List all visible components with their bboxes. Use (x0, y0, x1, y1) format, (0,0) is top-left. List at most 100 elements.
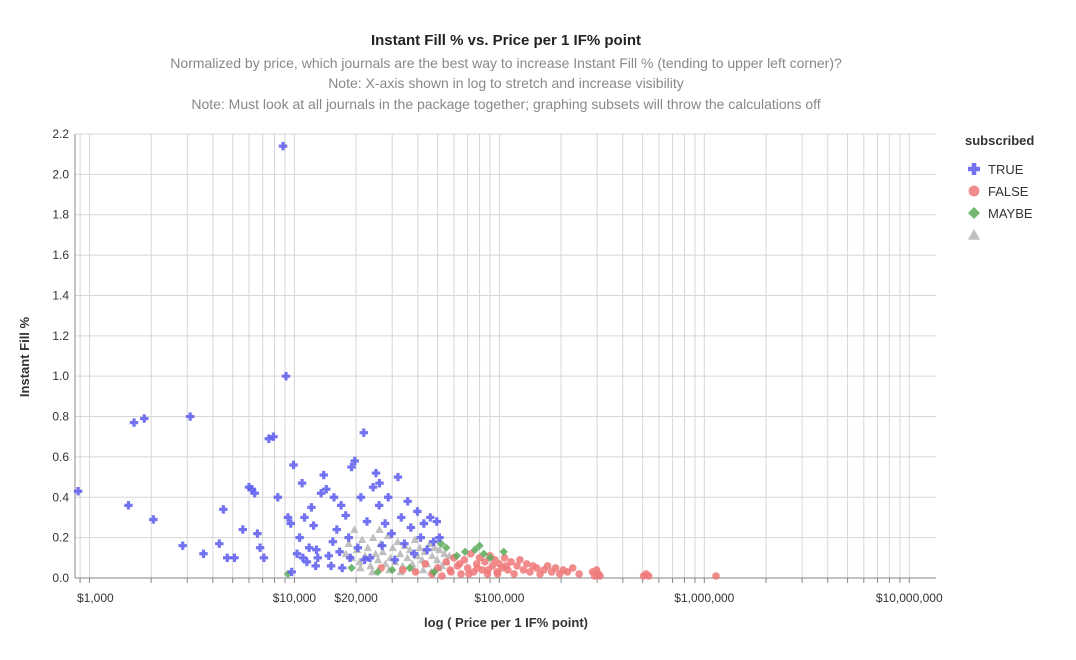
legend-label-true: TRUE (988, 162, 1024, 177)
x-tick-label: $1,000,000 (674, 591, 734, 605)
data-point-unlabeled (357, 535, 367, 544)
data-point-true (350, 456, 359, 466)
data-point-maybe (429, 567, 439, 577)
data-point-false (575, 570, 583, 578)
data-point-true (368, 482, 378, 492)
data-point-true (238, 525, 248, 534)
data-point-true (400, 539, 409, 548)
data-point-true (435, 533, 444, 542)
data-point-true (397, 513, 406, 522)
data-point-unlabeled (368, 533, 378, 541)
y-tick-label: 0.2 (52, 531, 69, 545)
x-tick-label: $10,000 (273, 591, 317, 605)
data-point-true (344, 533, 353, 542)
data-point-true (312, 545, 321, 554)
legend-marker-maybe (968, 207, 980, 219)
x-tick-label: $20,000 (334, 591, 378, 605)
data-point-true (353, 543, 363, 552)
data-point-true (223, 553, 232, 563)
y-tick-label: 1.0 (52, 369, 69, 383)
data-point-unlabeled (393, 537, 402, 546)
data-point-false (484, 566, 492, 574)
data-point-maybe (460, 547, 470, 556)
x-axis-label: log ( Price per 1 IF% point) (424, 615, 588, 630)
data-point-true (365, 553, 375, 563)
data-point-false (473, 564, 482, 572)
data-point-true (264, 434, 274, 443)
legend-label-false: FALSE (988, 184, 1029, 199)
data-point-true (178, 541, 187, 550)
data-point-false (510, 570, 518, 578)
data-point-true (292, 549, 302, 558)
data-point-false (493, 570, 502, 578)
data-point-unlabeled (341, 549, 350, 558)
data-point-true (328, 537, 338, 546)
data-point-false (513, 562, 521, 570)
data-point-true (387, 529, 396, 538)
data-point-unlabeled (435, 545, 444, 554)
legend: TRUE FALSE MAYBE (968, 162, 1033, 240)
chart-subtitle-3: Note: Must look at all journals in the p… (191, 96, 820, 112)
legend-marker-true (968, 163, 980, 175)
legend-marker-false (968, 185, 980, 197)
chart-subtitle-2: Note: X-axis shown in log to stretch and… (328, 75, 684, 91)
data-point-true (298, 553, 308, 563)
data-point-true (287, 567, 296, 577)
axis-layer: 0.0 0.2 0.4 0.6 0.8 1.0 1.2 1.4 1.6 1.8 2.0 2.2 $1,0… (52, 127, 943, 605)
data-point-true (329, 493, 339, 502)
y-tick-label: 0.6 (52, 450, 69, 464)
y-tick-label: 2.2 (52, 127, 69, 141)
data-point-unlabeled (373, 555, 383, 564)
data-point-maybe (485, 553, 495, 563)
data-point-true (124, 501, 133, 510)
data-point-false (563, 568, 572, 576)
y-tick-label: 1.4 (52, 288, 69, 302)
data-point-maybe (405, 563, 414, 573)
x-tick-label: $100,000 (474, 591, 524, 605)
data-point-unlabeled (405, 545, 415, 554)
data-point-false (532, 564, 541, 572)
y-axis-label: Instant Fill % (17, 316, 32, 397)
y-tick-label: 0.8 (52, 410, 69, 424)
data-point-false (447, 568, 455, 576)
data-point-true (313, 553, 322, 563)
data-point-false (457, 570, 465, 578)
data-point-false (411, 568, 420, 576)
data-point-unlabeled (440, 549, 449, 558)
data-point-false (399, 566, 407, 574)
data-point-true (247, 485, 257, 494)
data-point-true (307, 503, 316, 512)
data-point-true (219, 505, 228, 514)
data-point-true (140, 414, 149, 423)
data-point-false (568, 564, 577, 572)
data-point-unlabeled (427, 551, 437, 560)
data-point-false (551, 564, 560, 572)
data-point-true (289, 460, 298, 470)
text-layer: Instant Fill % vs. Price per 1 IF% point… (17, 32, 1034, 630)
data-point-unlabeled (363, 543, 372, 552)
data-point-maybe (441, 543, 451, 552)
data-point-true (429, 537, 438, 546)
data-point-unlabeled (430, 543, 439, 552)
data-point-false (712, 572, 720, 580)
data-point-true (250, 489, 259, 498)
data-point-unlabeled (425, 539, 434, 548)
data-point-true (422, 545, 432, 554)
data-point-true (273, 493, 283, 502)
grid-layer (75, 133, 936, 579)
data-point-true (416, 533, 425, 542)
data-point-false (481, 558, 489, 566)
data-point-false (519, 566, 528, 574)
legend-label-maybe: MAYBE (988, 206, 1033, 221)
data-point-maybe (388, 565, 397, 575)
chart-subtitle-1: Normalized by price, which journals are … (170, 55, 842, 71)
data-point-true (73, 487, 83, 496)
data-point-false (465, 570, 473, 578)
data-point-unlabeled (410, 535, 420, 544)
data-point-true (322, 485, 331, 494)
data-point-unlabeled (403, 553, 412, 562)
data-point-maybe (373, 567, 382, 577)
data-point-true (426, 513, 435, 522)
data-point-true (359, 428, 368, 437)
